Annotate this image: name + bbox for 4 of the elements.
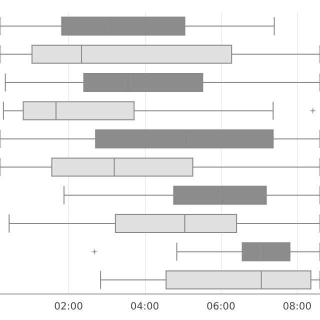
x-tick-label: 08:00 [282,302,312,312]
x-tick-label: 06:00 [206,302,236,312]
x-tick-label: 04:00 [130,302,160,312]
x-tick-label: 02:00 [54,302,83,312]
